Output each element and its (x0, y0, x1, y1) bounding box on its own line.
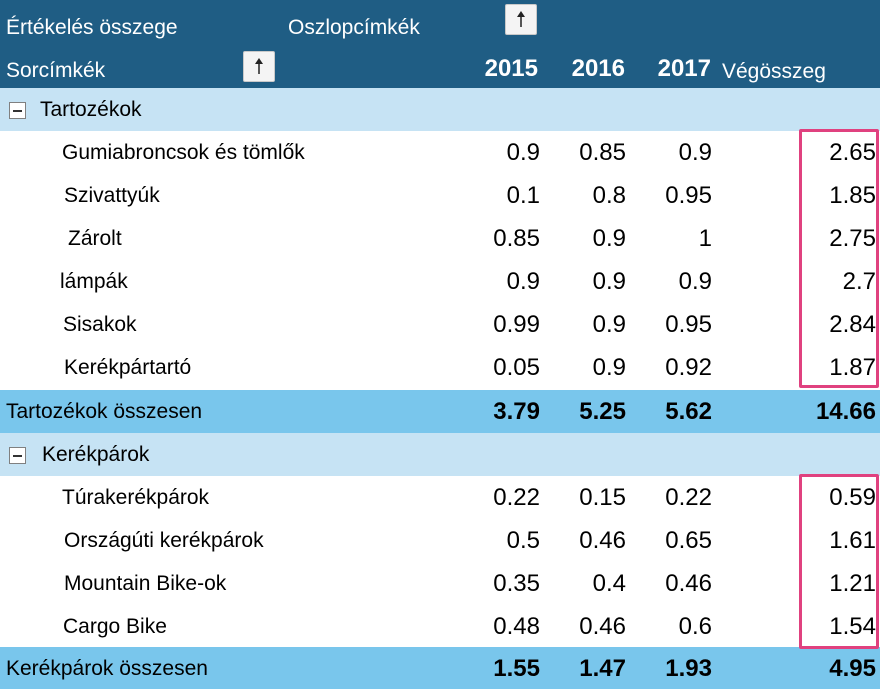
pivot-header: Értékelés összege Oszlopcímkék Sorcímkék… (0, 0, 880, 88)
row-label: Cargo Bike (63, 615, 167, 638)
collapse-icon[interactable] (9, 102, 26, 119)
value-grand-total[interactable]: 2.65 (829, 139, 876, 166)
table-row[interactable]: Gumiabroncsok és tömlők 0.9 0.85 0.9 2.6… (0, 131, 880, 174)
table-row[interactable]: lámpák 0.9 0.9 0.9 2.7 (0, 260, 880, 303)
value-grand-total[interactable]: 1.21 (829, 570, 876, 597)
value-2015[interactable]: 0.9 (506, 268, 540, 295)
grand-total-highlight-tartozekok (799, 129, 879, 388)
value-grand-total[interactable]: 1.54 (829, 613, 876, 640)
group-row-kerekparok[interactable]: Kerékpárok (0, 433, 880, 476)
value-grand-total[interactable]: 2.7 (842, 268, 876, 295)
value-2016[interactable]: 0.85 (579, 139, 626, 166)
row-label: Szivattyúk (64, 184, 160, 207)
table-row[interactable]: Cargo Bike 0.48 0.46 0.6 1.54 (0, 605, 880, 648)
year-header-2015[interactable]: 2015 (484, 55, 538, 82)
value-grand-total[interactable]: 2.75 (829, 225, 876, 252)
subtotal-label: Tartozékok összesen (6, 400, 203, 423)
subtotal-2015[interactable]: 1.55 (493, 655, 540, 682)
row-sort-button[interactable] (243, 51, 275, 82)
value-2016[interactable]: 0.9 (592, 354, 626, 381)
value-2015[interactable]: 0.35 (493, 570, 540, 597)
value-2017[interactable]: 0.9 (678, 268, 712, 295)
value-2017[interactable]: 0.95 (665, 311, 712, 338)
table-row[interactable]: Szivattyúk 0.1 0.8 0.95 1.85 (0, 174, 880, 217)
row-label: Túrakerékpárok (62, 486, 210, 509)
value-2015[interactable]: 0.1 (506, 182, 540, 209)
value-2016[interactable]: 0.46 (579, 527, 626, 554)
value-2015[interactable]: 0.5 (506, 527, 540, 554)
value-grand-total[interactable]: 0.59 (829, 484, 876, 511)
value-2016[interactable]: 0.15 (579, 484, 626, 511)
row-label: lámpák (60, 270, 128, 293)
value-grand-total[interactable]: 1.61 (829, 527, 876, 554)
subtotal-2016[interactable]: 5.25 (579, 398, 626, 425)
arrow-up-icon (517, 11, 525, 27)
value-grand-total[interactable]: 2.84 (829, 311, 876, 338)
value-2017[interactable]: 0.65 (665, 527, 712, 554)
table-row[interactable]: Túrakerékpárok 0.22 0.15 0.22 0.59 (0, 476, 880, 519)
subtotal-2015[interactable]: 3.79 (493, 398, 540, 425)
table-row[interactable]: Mountain Bike-ok 0.35 0.4 0.46 1.21 (0, 562, 880, 605)
table-row[interactable]: Sisakok 0.99 0.9 0.95 2.84 (0, 303, 880, 346)
value-2015[interactable]: 0.85 (493, 225, 540, 252)
subtotal-2017[interactable]: 5.62 (665, 398, 712, 425)
column-sort-button[interactable] (505, 4, 537, 35)
value-2016[interactable]: 0.9 (592, 225, 626, 252)
value-2016[interactable]: 0.4 (592, 570, 626, 597)
value-2017[interactable]: 1 (698, 225, 712, 252)
subtotal-grand-total[interactable]: 14.66 (815, 398, 876, 425)
table-row[interactable]: Kerékpártartó 0.05 0.9 0.92 1.87 (0, 346, 880, 389)
row-label: Mountain Bike-ok (64, 572, 227, 595)
collapse-icon[interactable] (9, 447, 26, 464)
value-2015[interactable]: 0.99 (493, 311, 540, 338)
column-labels-dropdown[interactable]: Oszlopcímkék (288, 16, 420, 39)
group-label: Kerékpárok (42, 443, 150, 466)
subtotal-row-kerekparok[interactable]: Kerékpárok összesen 1.55 1.47 1.93 4.95 (0, 647, 880, 689)
value-grand-total[interactable]: 1.85 (829, 182, 876, 209)
value-2017[interactable]: 0.46 (665, 570, 712, 597)
grand-total-highlight-kerekparok (799, 474, 879, 649)
table-row[interactable]: Országúti kerékpárok 0.5 0.46 0.65 1.61 (0, 519, 880, 562)
subtotal-2016[interactable]: 1.47 (579, 655, 626, 682)
row-label: Zárolt (68, 227, 122, 250)
subtotal-row-tartozekok[interactable]: Tartozékok összesen 3.79 5.25 5.62 14.66 (0, 390, 880, 433)
row-labels-dropdown[interactable]: Sorcímkék (6, 59, 106, 82)
value-2017[interactable]: 0.9 (678, 139, 712, 166)
group-label: Tartozékok (40, 98, 142, 121)
value-field-label: Értékelés összege (6, 16, 178, 39)
value-2017[interactable]: 0.95 (665, 182, 712, 209)
grand-total-header: Végösszeg (722, 60, 826, 83)
subtotal-2017[interactable]: 1.93 (665, 655, 712, 682)
value-2016[interactable]: 0.9 (592, 268, 626, 295)
value-2017[interactable]: 0.6 (678, 613, 712, 640)
value-2016[interactable]: 0.9 (592, 311, 626, 338)
value-2017[interactable]: 0.22 (665, 484, 712, 511)
value-grand-total[interactable]: 1.87 (829, 354, 876, 381)
row-label: Sisakok (63, 313, 137, 336)
subtotal-grand-total[interactable]: 4.95 (829, 655, 876, 682)
value-2017[interactable]: 0.92 (665, 354, 712, 381)
table-row[interactable]: Zárolt 0.85 0.9 1 2.75 (0, 217, 880, 260)
arrow-up-icon (255, 58, 263, 74)
value-2016[interactable]: 0.46 (579, 613, 626, 640)
value-2016[interactable]: 0.8 (592, 182, 626, 209)
value-2015[interactable]: 0.22 (493, 484, 540, 511)
year-header-2017[interactable]: 2017 (657, 55, 711, 82)
row-label: Országúti kerékpárok (64, 529, 264, 552)
row-label: Gumiabroncsok és tömlők (62, 141, 305, 164)
group-row-tartozekok[interactable]: Tartozékok (0, 88, 880, 131)
value-2015[interactable]: 0.9 (506, 139, 540, 166)
subtotal-label: Kerékpárok összesen (6, 657, 208, 680)
year-header-2016[interactable]: 2016 (571, 55, 625, 82)
value-2015[interactable]: 0.48 (493, 613, 540, 640)
value-2015[interactable]: 0.05 (493, 354, 540, 381)
row-label: Kerékpártartó (64, 356, 192, 379)
